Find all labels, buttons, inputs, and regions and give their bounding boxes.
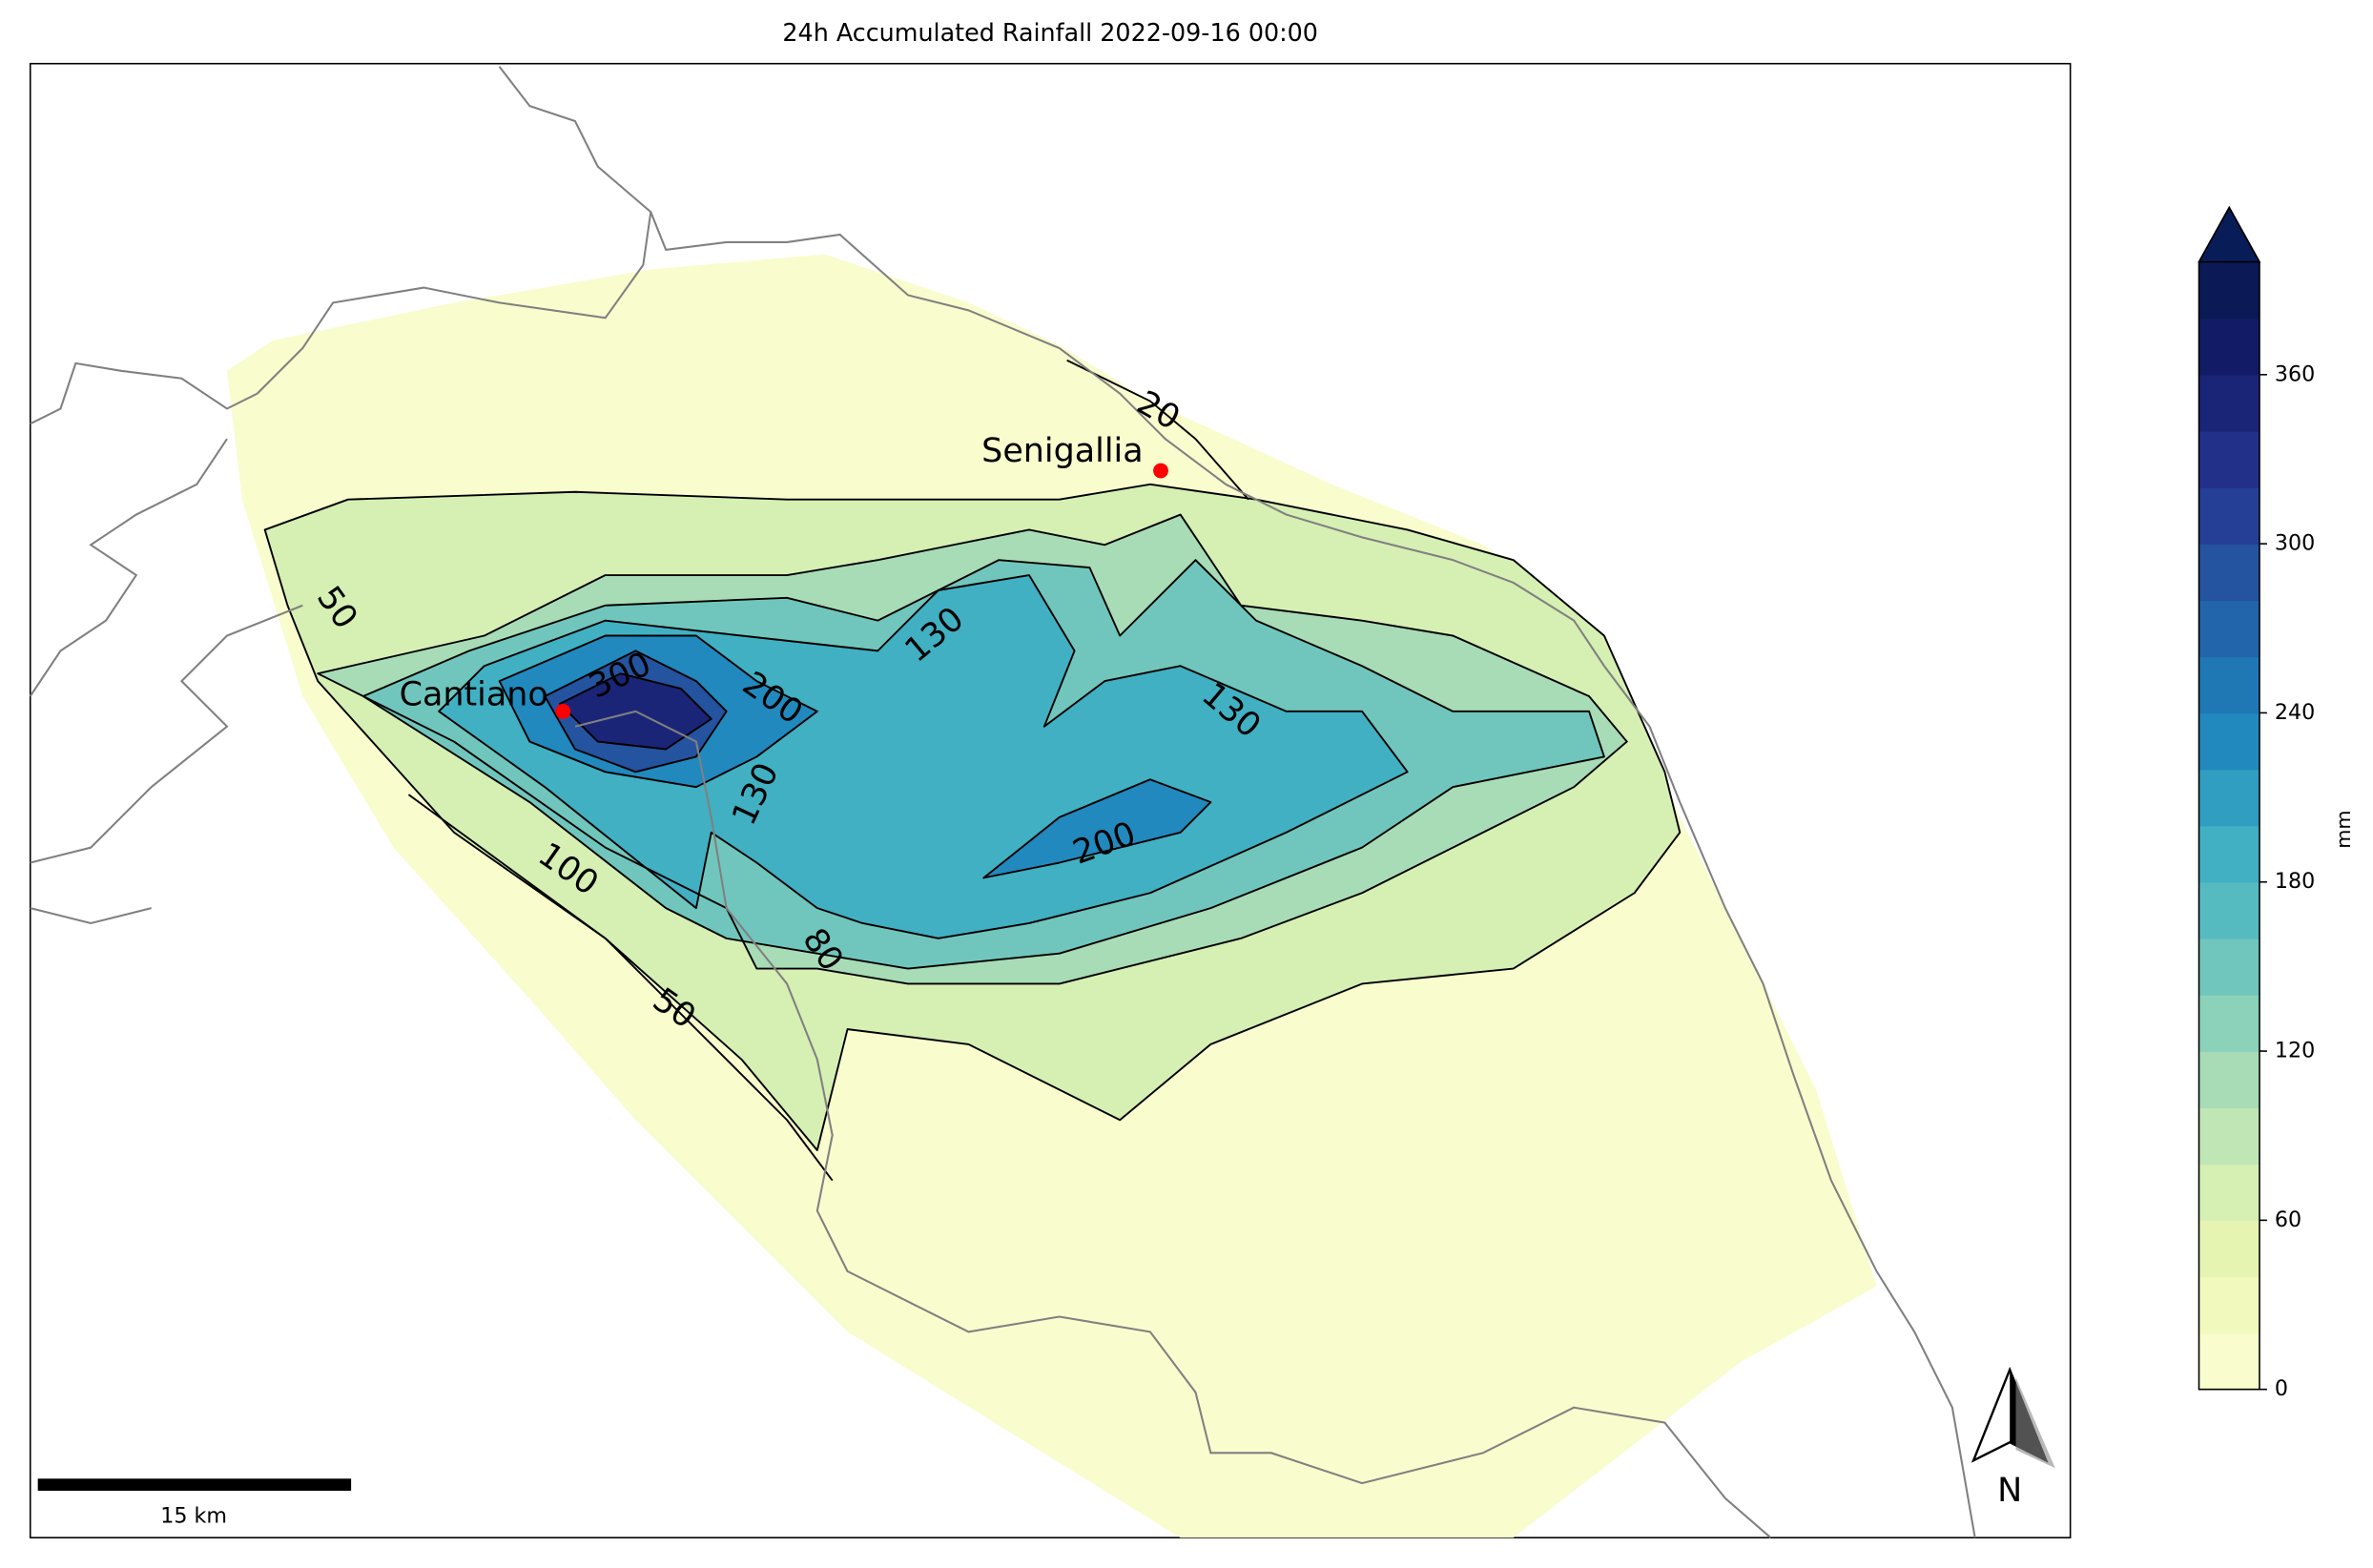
colorbar-band	[2198, 374, 2260, 432]
colorbar-tick-label: 360	[2275, 361, 2315, 386]
place-label: Senigallia	[981, 432, 1143, 470]
colorbar-extend	[2198, 205, 2261, 263]
colorbar-tick-label: 300	[2275, 531, 2315, 556]
colorbar-band	[2198, 769, 2260, 827]
colorbar-band	[2198, 712, 2260, 771]
colorbar-tick-label: 180	[2275, 869, 2315, 894]
rainfall-contour-fill	[983, 779, 1211, 878]
colorbar-tick-label: 240	[2275, 700, 2315, 725]
contour-line	[559, 672, 712, 751]
colorbar-band	[2198, 261, 2260, 320]
border	[30, 604, 303, 925]
places: Senigallia Cantiano	[400, 432, 1168, 719]
place-marker	[1153, 463, 1168, 479]
coastlines	[29, 66, 1976, 1538]
contour-line	[438, 574, 1409, 939]
scale-bar	[37, 1478, 352, 1492]
rainfall-field	[227, 254, 1877, 1538]
contour-line	[317, 513, 1628, 985]
colorbar-band	[2198, 994, 2260, 1052]
north-arrow: N	[1971, 1366, 2055, 1510]
colorbar-band	[2198, 1051, 2260, 1108]
contour-line	[1066, 359, 1249, 501]
map-title: 24h Accumulated Rainfall 2022-09-16 00:0…	[782, 18, 1318, 47]
colorbar-tick-label: 60	[2275, 1207, 2301, 1232]
colorbar-tick-label: 0	[2275, 1376, 2288, 1401]
place-label: Cantiano	[400, 675, 548, 713]
contour-line	[498, 634, 818, 789]
colorbar-band	[2198, 938, 2260, 996]
colorbar-band	[2198, 1332, 2260, 1391]
colorbar-band	[2198, 1107, 2260, 1166]
colorbar-band	[2198, 1220, 2260, 1278]
place-marker	[555, 703, 571, 719]
colorbar-band	[2198, 656, 2260, 714]
colorbar-band	[2198, 318, 2260, 376]
border	[30, 212, 652, 425]
contour-line	[982, 778, 1212, 879]
colorbar-band	[2198, 544, 2260, 602]
border	[29, 438, 228, 697]
contour-line	[361, 559, 1605, 970]
north-arrow-shadow	[2015, 1377, 2055, 1469]
colorbar-tick-label: 120	[2275, 1039, 2315, 1063]
contour-line	[407, 794, 834, 1182]
colorbar-band	[2198, 1276, 2260, 1334]
colorbar-label: mm	[2332, 811, 2355, 849]
north-label: N	[1997, 1472, 2022, 1510]
colorbar-band	[2198, 430, 2260, 488]
colorbar-band	[2198, 1164, 2260, 1222]
coastline	[498, 66, 1976, 1538]
border	[574, 710, 1772, 1538]
colorbar-band	[2198, 881, 2260, 939]
colorbar-band	[2198, 600, 2260, 658]
colorbar: 0 60 120 180 240 300 360	[2198, 205, 2315, 1401]
contour-line	[544, 650, 728, 774]
colorbar-band	[2198, 487, 2260, 545]
colorbar-band	[2198, 825, 2260, 883]
scale-bar-label: 15 km	[160, 1503, 227, 1528]
contour-line	[263, 483, 1682, 1151]
colorbar-outline	[2198, 205, 2260, 1391]
